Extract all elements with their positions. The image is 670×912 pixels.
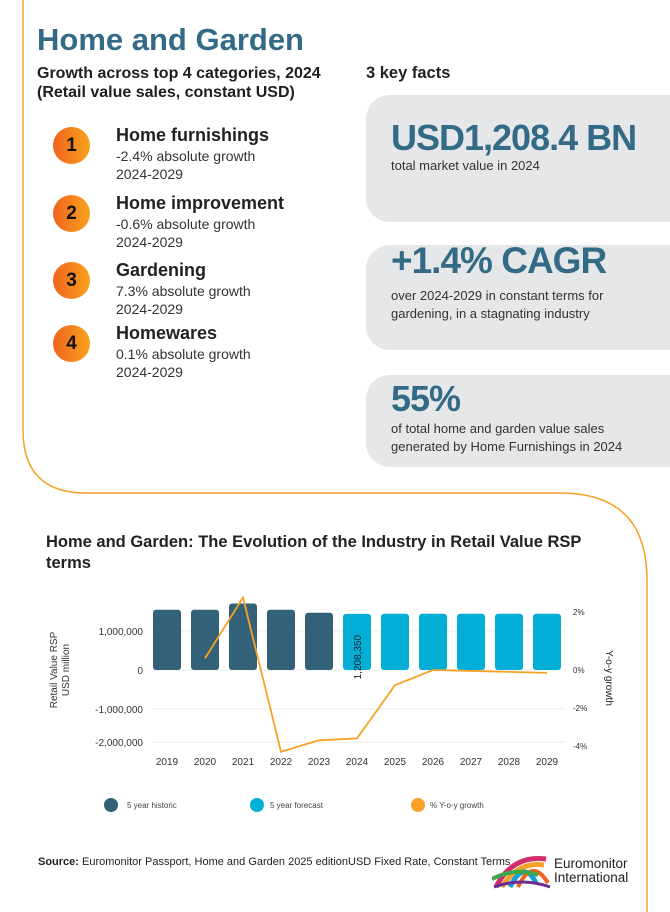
- x-tick-label: 2021: [232, 757, 255, 768]
- category-name: Home improvement: [116, 193, 285, 213]
- fact-card: USD1,208.4 BN total market value in 2024: [366, 95, 670, 222]
- category-desc: -0.6% absolute growth 2024-2029: [116, 216, 256, 250]
- fact-text: total market value in 2024: [391, 158, 540, 173]
- x-tick-label: 2028: [498, 757, 521, 768]
- x-tick-label: 2022: [270, 757, 293, 768]
- category-name: Homewares: [116, 323, 218, 343]
- x-tick-label: 2026: [422, 757, 445, 768]
- bar-2028: [495, 613, 523, 670]
- subtitle-line: (Retail value sales, constant USD): [37, 84, 295, 101]
- y-tick-label: -1,000,000: [95, 705, 143, 716]
- category-desc: 0.1% absolute growth 2024-2029: [116, 346, 251, 380]
- y-tick-label: 0: [137, 666, 143, 677]
- y-tick-label: -2,000,000: [95, 738, 143, 749]
- source-note: Source: Euromonitor Passport, Home and G…: [38, 856, 511, 868]
- bar-2027: [457, 613, 485, 670]
- category-name: Home furnishings: [116, 125, 270, 145]
- x-tick-label: 2020: [194, 757, 217, 768]
- y2-tick-label: -4%: [573, 742, 587, 751]
- bar-2022: [267, 609, 295, 670]
- bar-2024: [343, 613, 371, 670]
- y2-tick-label: 0%: [573, 666, 585, 675]
- x-tick-label: 2024: [346, 757, 369, 768]
- bar-2020: [191, 609, 219, 670]
- bar-2025: [381, 613, 409, 670]
- fact-card: +1.4% CAGR over 2024-2029 in constant te…: [366, 240, 670, 350]
- bar-2023: [305, 612, 333, 670]
- chart-title: Home and Garden: The Evolution of the In…: [46, 533, 582, 572]
- category-desc: 7.3% absolute growth 2024-2029: [116, 283, 251, 317]
- y2-axis-label: Y-o-y growth: [603, 650, 614, 706]
- bar-2029: [533, 613, 561, 670]
- euromonitor-logo-text: Euromonitor International: [554, 856, 629, 885]
- rank-badge: 4: [53, 325, 90, 362]
- x-tick-label: 2025: [384, 757, 407, 768]
- y2-tick-label: 2%: [573, 608, 585, 617]
- page-title: Home and Garden: [37, 22, 304, 57]
- category-desc: -2.4% absolute growth 2024-2029: [116, 148, 256, 182]
- y-axis-label: Retail Value RSPUSD million: [49, 631, 72, 708]
- rank-badge: 2: [53, 195, 90, 232]
- x-tick-label: 2027: [460, 757, 483, 768]
- legend-forecast-swatch: [250, 798, 264, 812]
- fact-text: over 2024-2029 in constant terms for gar…: [391, 288, 604, 321]
- fact-card: 55% of total home and garden value sales…: [366, 375, 670, 467]
- rank-badge: 1: [53, 127, 90, 164]
- fact-value: 55%: [391, 378, 461, 419]
- growth-line: [204, 595, 548, 753]
- legend-forecast-label: 5 year forecast: [270, 801, 323, 810]
- bar-2021: [229, 603, 257, 670]
- facts-title: 3 key facts: [366, 64, 451, 82]
- rank-badge: 3: [53, 262, 90, 299]
- category-name: Gardening: [116, 260, 207, 280]
- fact-text: of total home and garden value sales gen…: [391, 421, 623, 454]
- bar-2019: [153, 609, 181, 670]
- subtitle-line: Growth across top 4 categories, 2024: [37, 65, 321, 82]
- data-label: 1,208,350: [353, 634, 364, 679]
- fact-value: +1.4% CAGR: [391, 240, 607, 281]
- euromonitor-logo-icon: [492, 856, 551, 889]
- legend-historic-label: 5 year historic: [127, 801, 177, 810]
- x-tick-label: 2019: [156, 757, 179, 768]
- fact-value: USD1,208.4 BN: [391, 117, 637, 158]
- bar-2026: [419, 613, 447, 670]
- legend-historic-swatch: [104, 798, 118, 812]
- x-tick-label: 2029: [536, 757, 559, 768]
- y2-tick-label: -2%: [573, 704, 587, 713]
- legend-growth-swatch: [411, 798, 425, 812]
- y-tick-label: 1,000,000: [99, 627, 144, 638]
- subtitle: Growth across top 4 categories, 2024 (Re…: [37, 64, 321, 102]
- legend-growth-label: % Y-o-y growth: [430, 801, 484, 810]
- x-tick-label: 2023: [308, 757, 331, 768]
